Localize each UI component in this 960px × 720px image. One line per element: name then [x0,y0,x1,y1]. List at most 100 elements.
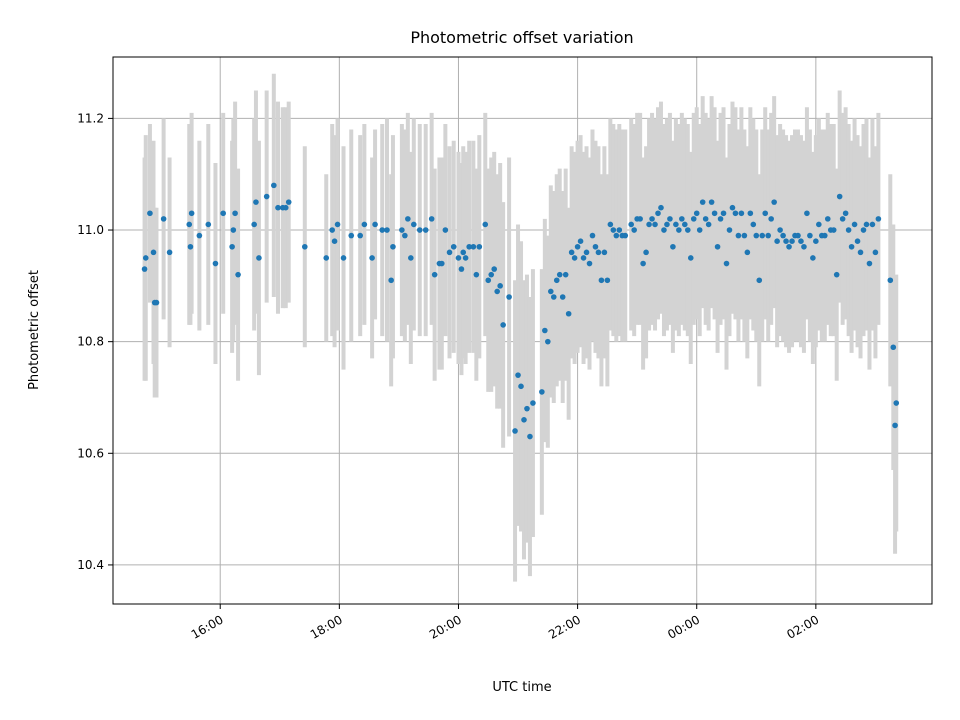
data-point [476,243,483,250]
data-point [542,327,548,334]
data-point [729,204,736,211]
data-point [857,249,864,256]
data-point [795,232,801,239]
y-tick-label: 10.4 [77,558,104,572]
data-point [571,255,578,261]
data-point [369,255,375,261]
data-point [488,271,495,278]
data-point [521,417,527,423]
data-point [702,216,709,222]
data-point [188,210,195,217]
data-point [460,249,467,256]
data-point [783,238,789,244]
data-point [574,243,581,250]
data-point [839,216,846,222]
data-point [789,238,795,244]
data-point [422,227,429,233]
data-point [750,221,757,228]
data-point [604,277,611,284]
data-point [863,221,870,228]
data-point [331,238,338,244]
data-point [500,322,506,328]
data-point [598,277,605,284]
data-point [251,221,257,228]
data-point [530,400,536,406]
data-point [438,260,445,267]
data-point [323,255,330,261]
data-point [872,249,879,256]
data-point [565,310,572,317]
y-axis-label: Photometric offset [27,270,42,390]
data-point [640,260,646,267]
data-point [187,243,194,250]
data-point [220,210,226,217]
data-point [583,249,590,256]
data-point [450,243,457,250]
data-point [676,227,682,233]
data-point [577,238,584,244]
data-point [141,266,148,272]
data-point [652,221,658,228]
y-tick-label: 11.2 [77,111,104,125]
data-point [580,255,587,261]
data-point [646,221,652,228]
data-point [212,260,219,267]
data-point [166,249,173,256]
data-point [142,255,149,261]
data-point [705,221,712,228]
data-point [402,232,408,239]
data-point [230,227,237,233]
data-point [726,227,733,233]
x-axis-label: UTC time [492,680,551,695]
data-point [229,243,235,250]
data-point [482,221,489,228]
data-point [205,221,212,228]
data-point [232,210,238,217]
data-point [786,243,792,250]
data-point [759,232,766,239]
data-point [771,199,777,205]
data-point [810,255,816,261]
data-point [717,216,724,222]
data-point [410,221,417,228]
data-point [658,204,664,211]
data-point [416,227,423,233]
data-point [390,243,396,250]
data-point [428,216,435,222]
data-point [466,243,472,250]
data-point [147,210,153,217]
plot-frame [112,56,933,605]
data-point [285,199,292,205]
data-point [515,372,521,378]
data-point [753,232,760,239]
data-point [649,216,655,222]
data-point [780,232,786,239]
data-point [610,227,617,233]
data-point [664,221,670,228]
data-point [801,243,807,250]
data-point [732,210,739,217]
data-point [768,216,774,222]
data-point [714,243,721,250]
data-point [524,405,530,412]
data-point [690,216,697,222]
data-point [384,227,390,233]
data-point [682,221,688,228]
data-point [684,227,691,233]
data-point [798,238,804,244]
data-point [762,210,769,217]
data-point [329,227,335,233]
y-tick-label: 10.8 [77,335,104,349]
data-point [235,271,241,278]
data-point [150,249,157,256]
data-point [431,271,438,278]
data-point [348,232,355,239]
data-point [263,193,270,200]
data-point [186,221,193,228]
data-point [595,249,602,256]
data-point [711,210,718,217]
data-point [455,255,462,261]
data-point [866,260,873,267]
data-point [282,204,289,211]
